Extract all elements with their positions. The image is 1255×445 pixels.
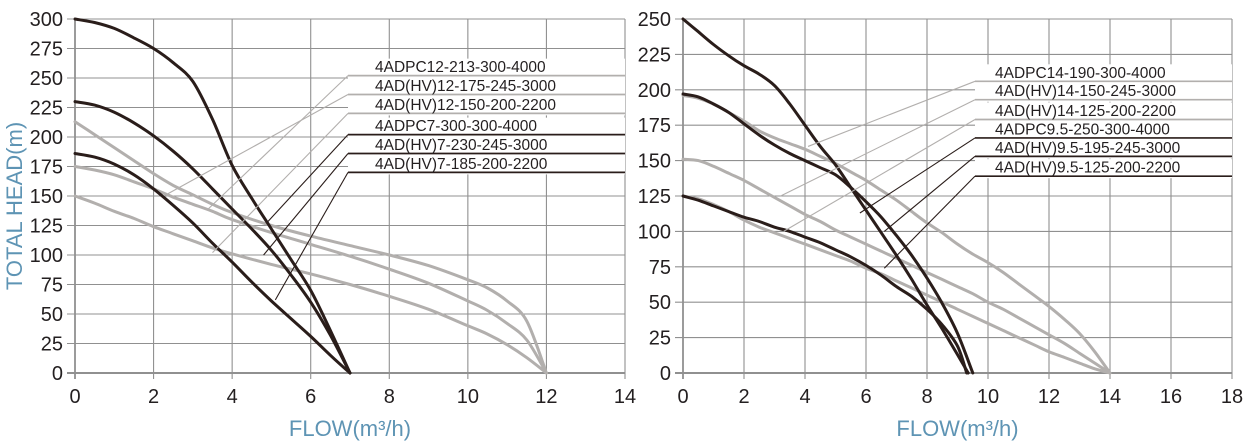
- x-tick-label: 8: [921, 386, 932, 408]
- y-tick-label: 300: [30, 9, 63, 31]
- legend-label: 4AD(HV)9.5-195-245-3000: [995, 140, 1181, 157]
- y-tick-label: 25: [41, 334, 63, 356]
- legend-leader-line: [167, 94, 349, 195]
- x-tick-label: 2: [148, 386, 159, 408]
- y-tick-label: 250: [638, 9, 671, 31]
- y-tick-label: 150: [638, 151, 671, 173]
- x-tick-label: 0: [677, 386, 688, 408]
- curve-4AD(HV)9.5-125-200-2200: [681, 194, 969, 375]
- y-tick-label: 75: [649, 257, 671, 279]
- x-axis-title: FLOW(m³/h): [289, 416, 411, 441]
- x-tick-label: 18: [1221, 386, 1243, 408]
- x-tick-label: 14: [1099, 386, 1121, 408]
- legend-leader-line: [267, 134, 349, 223]
- y-tick-label: 100: [638, 221, 671, 243]
- x-tick-label: 6: [305, 386, 316, 408]
- x-tick-label: 14: [614, 386, 636, 408]
- chart-right-pump-curves: 0 25 50 75 100 125 150 175 200 225 250 0 2 4 6 8 10 12 14 1…: [638, 9, 1244, 441]
- y-axis-title: TOTAL HEAD(m): [2, 122, 27, 290]
- curve-4ADPC14-190-300-4000: [681, 94, 1112, 375]
- y-tick-label: 250: [30, 68, 63, 90]
- x-tick-label: 4: [799, 386, 810, 408]
- y-tick-label: 200: [638, 80, 671, 102]
- legend-leader-line: [206, 75, 349, 211]
- y-tick-label: 50: [649, 292, 671, 314]
- chart-left-pump-curves: 0 25 50 75 100 125 150 175 200 225 250 275 300 0 2 4 6 8 1…: [2, 9, 636, 441]
- x-axis-title: FLOW(m³/h): [896, 416, 1018, 441]
- y-tick-label: 0: [52, 363, 63, 385]
- x-tick-label: 8: [384, 386, 395, 408]
- legend-label-background: [348, 117, 625, 137]
- legend-label: 4ADPC14-190-300-4000: [995, 65, 1166, 82]
- legend-label-background: [348, 155, 625, 175]
- y-tick-label: 75: [41, 275, 63, 297]
- x-tick-label: 6: [860, 386, 871, 408]
- legend-leader-line: [263, 153, 349, 256]
- curve-4AD(HV)9.5-195-245-3000: [681, 92, 975, 375]
- legend-label-background: [975, 120, 1232, 140]
- x-tick-label: 10: [457, 386, 479, 408]
- legend-leader-line: [274, 172, 349, 301]
- legend-label-background: [348, 96, 625, 116]
- y-tick-label: 175: [638, 115, 671, 137]
- legend-label: 4AD(HV)7-230-245-3000: [375, 137, 548, 154]
- y-tick-label: 225: [638, 44, 671, 66]
- legend-label-background: [975, 64, 1232, 84]
- curve-4AD(HV)14-150-245-3000: [681, 157, 1112, 375]
- y-tick-label: 225: [30, 98, 63, 120]
- y-tick-label: 50: [41, 304, 63, 326]
- curve-4AD(HV)14-125-200-2200: [681, 194, 1112, 375]
- legend-label: 4ADPC7-300-300-4000: [375, 118, 537, 135]
- legend-label: 4AD(HV)14-150-245-3000: [995, 83, 1176, 100]
- legend-label: 4ADPC9.5-250-300-4000: [995, 121, 1170, 138]
- y-tick-label: 275: [30, 39, 63, 61]
- legend-leader-line: [883, 155, 976, 232]
- legend-label: 4AD(HV)9.5-125-200-2200: [995, 160, 1181, 177]
- legend-label-background: [348, 77, 625, 97]
- curve-4ADPC9.5-250-300-4000: [681, 17, 970, 375]
- curve-4ADPC7-300-300-4000: [73, 17, 352, 375]
- legend-leader-line: [212, 113, 349, 254]
- legend-leader-line: [783, 119, 976, 232]
- legend-label-background: [348, 58, 625, 78]
- legend-label-background: [975, 159, 1232, 179]
- y-tick-label: 125: [638, 186, 671, 208]
- legend-label: 4AD(HV)12-175-245-3000: [375, 78, 556, 95]
- legend-label: 4ADPC12-213-300-4000: [375, 59, 546, 76]
- x-tick-label: 4: [227, 386, 238, 408]
- x-tick-label: 2: [738, 386, 749, 408]
- legend-label: 4AD(HV)12-150-200-2200: [375, 97, 556, 114]
- y-tick-label: 100: [30, 245, 63, 267]
- x-tick-label: 12: [1038, 386, 1060, 408]
- legend-label: 4AD(HV)7-185-200-2200: [375, 156, 548, 173]
- curve-4AD(HV)12-150-200-2200: [73, 194, 548, 375]
- x-tick-label: 12: [535, 386, 557, 408]
- legend-leader-line: [780, 99, 976, 197]
- curve-4ADPC12-213-300-4000: [73, 120, 548, 375]
- y-tick-label: 175: [30, 157, 63, 179]
- y-tick-label: 0: [660, 363, 671, 385]
- curve-4AD(HV)12-175-245-3000: [73, 165, 548, 375]
- y-tick-label: 125: [30, 216, 63, 238]
- legend-label-background: [975, 102, 1232, 122]
- legend-leader-line: [807, 80, 976, 147]
- curve-4AD(HV)7-230-245-3000: [73, 100, 352, 375]
- x-tick-label: 16: [1160, 386, 1182, 408]
- y-tick-label: 200: [30, 127, 63, 149]
- legend-label-background: [975, 139, 1232, 159]
- y-tick-label: 25: [649, 328, 671, 350]
- legend-label-background: [348, 136, 625, 156]
- legend-label: 4AD(HV)14-125-200-2200: [995, 103, 1176, 120]
- x-tick-label: 0: [69, 386, 80, 408]
- curve-4AD(HV)7-185-200-2200: [73, 152, 352, 375]
- legend-leader-line: [859, 137, 976, 214]
- x-tick-label: 10: [977, 386, 999, 408]
- legend-leader-line: [883, 175, 976, 269]
- y-tick-label: 150: [30, 186, 63, 208]
- legend-label-background: [975, 82, 1232, 102]
